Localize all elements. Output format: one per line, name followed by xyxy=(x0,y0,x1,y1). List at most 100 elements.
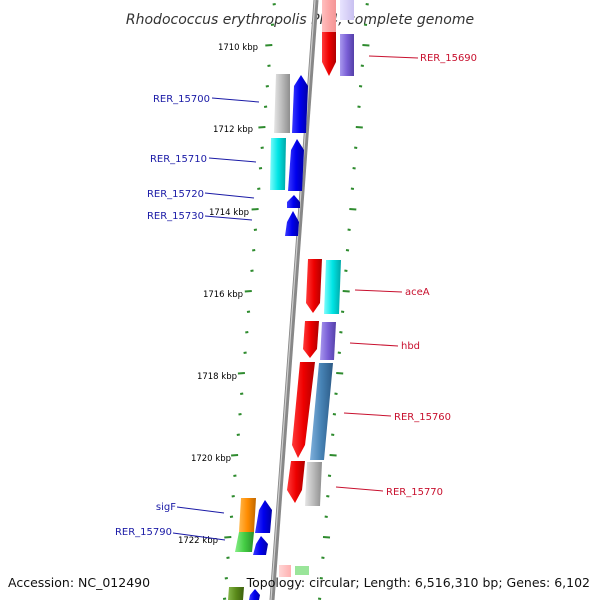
gene-block[interactable] xyxy=(228,587,244,600)
major-tick xyxy=(237,372,245,375)
minor-tick xyxy=(224,577,228,580)
gene-label-rer15730[interactable]: RER_15730 xyxy=(147,211,204,222)
major-tick xyxy=(258,126,266,129)
minor-tick xyxy=(222,597,227,600)
major-tick xyxy=(251,208,259,211)
minor-tick xyxy=(321,556,325,559)
tick-marks xyxy=(222,3,370,600)
minor-tick xyxy=(260,146,264,149)
minor-tick xyxy=(337,351,341,354)
minor-tick xyxy=(236,433,240,436)
gene-block[interactable] xyxy=(239,498,256,532)
gene-label-rer15790[interactable]: RER_15790 xyxy=(115,527,172,538)
minor-tick xyxy=(267,64,271,67)
gene-arrow[interactable] xyxy=(292,362,315,458)
minor-tick xyxy=(226,556,230,559)
minor-tick xyxy=(231,495,235,498)
gene-label-rer15710[interactable]: RER_15710 xyxy=(150,154,207,165)
minor-tick xyxy=(265,85,269,88)
gene-arrow-faded xyxy=(322,0,336,32)
gene-block[interactable] xyxy=(270,138,286,190)
gene-label-hbd[interactable]: hbd xyxy=(401,341,420,352)
minor-tick xyxy=(252,249,256,252)
gene-label-rer15700[interactable]: RER_15700 xyxy=(153,94,210,105)
leader-line xyxy=(211,97,260,103)
kbp-label-1714: 1714 kbp xyxy=(209,208,249,218)
gene-label-rer15770[interactable]: RER_15770 xyxy=(386,487,443,498)
gene-arrow[interactable] xyxy=(255,500,272,533)
kbp-label-1718: 1718 kbp xyxy=(197,372,237,382)
minor-tick xyxy=(354,146,358,149)
gene-arrow[interactable] xyxy=(253,536,268,555)
leader-line xyxy=(208,157,257,163)
major-tick xyxy=(224,536,232,539)
gene-label-rer15760[interactable]: RER_15760 xyxy=(394,412,451,423)
gene-arrow[interactable] xyxy=(249,589,260,600)
minor-tick xyxy=(240,392,244,395)
gene-arrow[interactable] xyxy=(285,211,299,236)
leader-line xyxy=(172,532,226,541)
gene-block[interactable] xyxy=(340,34,354,76)
gene-arrow[interactable] xyxy=(303,321,319,358)
gene-arrow[interactable] xyxy=(288,139,304,191)
gene-block[interactable] xyxy=(274,74,290,133)
gene-block-faded xyxy=(340,0,354,20)
minor-tick xyxy=(339,331,343,334)
gene-block[interactable] xyxy=(324,260,341,314)
minor-tick xyxy=(257,187,261,190)
gene-block-faded xyxy=(279,565,291,577)
minor-tick xyxy=(272,3,276,6)
leader-line xyxy=(176,506,225,514)
minor-tick xyxy=(360,64,364,67)
gene-label-rer15690[interactable]: RER_15690 xyxy=(420,53,477,64)
major-tick xyxy=(265,44,273,47)
gene-arrow[interactable] xyxy=(306,259,322,313)
minor-tick xyxy=(350,187,355,190)
topology-text: Topology: circular; Length: 6,516,310 bp… xyxy=(246,575,590,590)
minor-tick xyxy=(229,515,234,518)
leader-line xyxy=(204,215,253,221)
minor-tick xyxy=(258,167,263,170)
gene-label-acea[interactable]: aceA xyxy=(405,287,430,298)
gene-block[interactable] xyxy=(310,363,333,460)
kbp-label-1710: 1710 kbp xyxy=(218,43,258,53)
minor-tick xyxy=(319,577,323,580)
accession-text: Accession: NC_012490 xyxy=(8,575,150,590)
leader-line xyxy=(354,289,403,293)
minor-tick xyxy=(332,413,337,416)
major-tick xyxy=(322,536,331,539)
minor-tick xyxy=(331,433,335,436)
leader-line xyxy=(343,412,392,417)
minor-tick xyxy=(324,515,328,518)
major-tick xyxy=(355,126,363,129)
gene-block[interactable] xyxy=(320,322,336,360)
gene-arrow[interactable] xyxy=(287,195,300,208)
gene-arrow[interactable] xyxy=(292,75,308,133)
gene-block[interactable] xyxy=(235,532,254,552)
major-tick xyxy=(231,454,239,457)
leader-line xyxy=(368,55,419,59)
major-tick xyxy=(342,290,350,293)
major-tick xyxy=(349,208,357,211)
minor-tick xyxy=(233,474,237,477)
gene-label-sigf[interactable]: sigF xyxy=(156,502,176,513)
minor-tick xyxy=(357,105,361,108)
kbp-label-1720: 1720 kbp xyxy=(191,454,231,464)
map-title: Rhodococcus erythropolis PR4, complete g… xyxy=(126,12,474,28)
minor-tick xyxy=(352,167,356,170)
minor-tick xyxy=(326,495,330,498)
minor-tick xyxy=(340,310,345,313)
minor-tick xyxy=(317,597,322,600)
gene-block[interactable] xyxy=(305,462,322,506)
gene-arrow[interactable] xyxy=(287,461,305,503)
kbp-label-1716: 1716 kbp xyxy=(203,290,243,300)
gene-block-faded xyxy=(295,566,309,575)
gene-label-rer15720[interactable]: RER_15720 xyxy=(147,189,204,200)
minor-tick xyxy=(238,413,242,416)
kbp-label-1722: 1722 kbp xyxy=(178,536,218,546)
major-tick xyxy=(362,44,370,47)
minor-tick xyxy=(363,23,368,26)
minor-tick xyxy=(263,105,268,108)
